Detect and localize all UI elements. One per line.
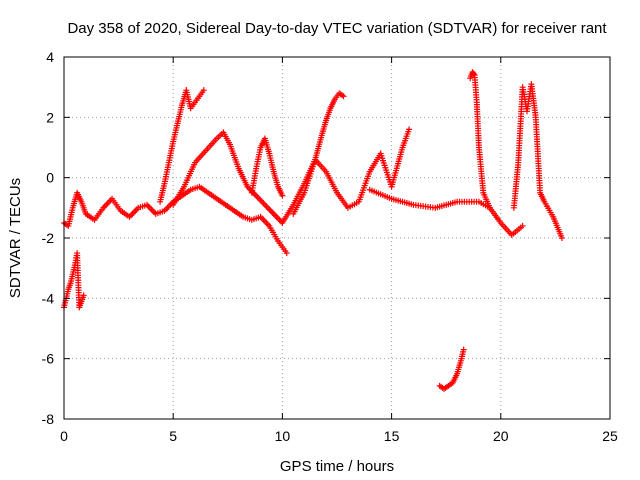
series-sat-h — [366, 186, 526, 238]
y-tick-label: 4 — [46, 49, 54, 65]
y-tick-label: 0 — [46, 170, 54, 186]
data-point — [406, 126, 413, 133]
x-tick-label: 25 — [602, 428, 618, 444]
x-tick-label: 0 — [60, 428, 68, 444]
y-tick-label: -8 — [42, 411, 55, 427]
y-tick-label: 2 — [46, 109, 54, 125]
data-point — [486, 204, 493, 211]
x-tick-label: 15 — [384, 428, 400, 444]
grid — [64, 57, 610, 419]
series-sat-i — [436, 346, 467, 392]
series-sat-f — [279, 90, 347, 226]
data-point — [460, 346, 467, 353]
y-tick-label: -4 — [42, 290, 55, 306]
series-sat-b — [61, 250, 87, 311]
series-sat-c — [157, 87, 207, 205]
data-point — [558, 235, 565, 241]
x-tick-label: 20 — [493, 428, 509, 444]
series-sat-j — [467, 69, 493, 211]
data-point — [279, 192, 286, 199]
series-sat-e — [248, 135, 286, 199]
x-tick-label: 5 — [169, 428, 177, 444]
chart-title: Day 358 of 2020, Sidereal Day-to-day VTE… — [67, 20, 607, 37]
series-sat-k — [510, 81, 565, 241]
series-sat-d — [170, 129, 286, 226]
x-tick-label: 10 — [275, 428, 291, 444]
data-point — [283, 250, 290, 257]
data-point — [80, 292, 87, 299]
data-point — [340, 93, 347, 100]
y-axis-label: SDTVAR / TECUs — [7, 178, 24, 298]
x-axis-label: GPS time / hours — [280, 458, 394, 475]
data-point — [519, 222, 526, 229]
y-tick-label: -6 — [42, 351, 55, 367]
axis-ticks: -8 -6 -4 -2 0 2 4 0 5 10 15 20 25 — [42, 49, 618, 444]
y-tick-label: -2 — [42, 230, 55, 246]
data-points — [61, 69, 565, 392]
series-sat-g — [290, 126, 413, 217]
data-point — [470, 71, 477, 78]
data-point — [200, 87, 207, 94]
